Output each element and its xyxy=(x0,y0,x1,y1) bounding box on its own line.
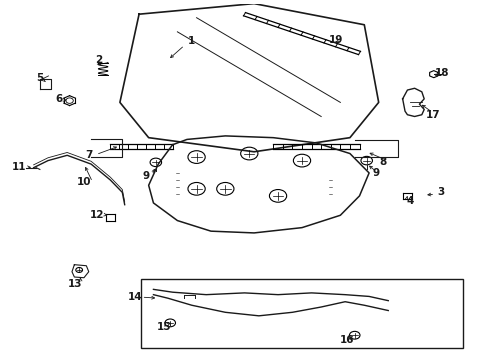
Text: 19: 19 xyxy=(328,35,342,45)
Text: 6: 6 xyxy=(55,94,62,104)
Text: 18: 18 xyxy=(434,68,448,78)
Text: 12: 12 xyxy=(89,210,104,220)
Text: 2: 2 xyxy=(95,55,102,65)
Text: 16: 16 xyxy=(340,335,354,345)
Text: 10: 10 xyxy=(77,177,91,187)
Text: 9: 9 xyxy=(372,168,379,178)
Text: 1: 1 xyxy=(188,36,195,46)
Text: 4: 4 xyxy=(406,196,413,206)
Text: 17: 17 xyxy=(425,110,439,120)
Text: 9: 9 xyxy=(142,171,149,181)
Text: 5: 5 xyxy=(36,73,43,83)
Text: 8: 8 xyxy=(379,157,386,167)
Bar xyxy=(141,279,462,348)
Text: 7: 7 xyxy=(85,150,92,160)
Text: 3: 3 xyxy=(436,187,444,197)
Text: 15: 15 xyxy=(157,322,171,332)
Text: 14: 14 xyxy=(128,292,142,302)
Text: 13: 13 xyxy=(68,279,82,289)
Text: 11: 11 xyxy=(12,162,26,172)
